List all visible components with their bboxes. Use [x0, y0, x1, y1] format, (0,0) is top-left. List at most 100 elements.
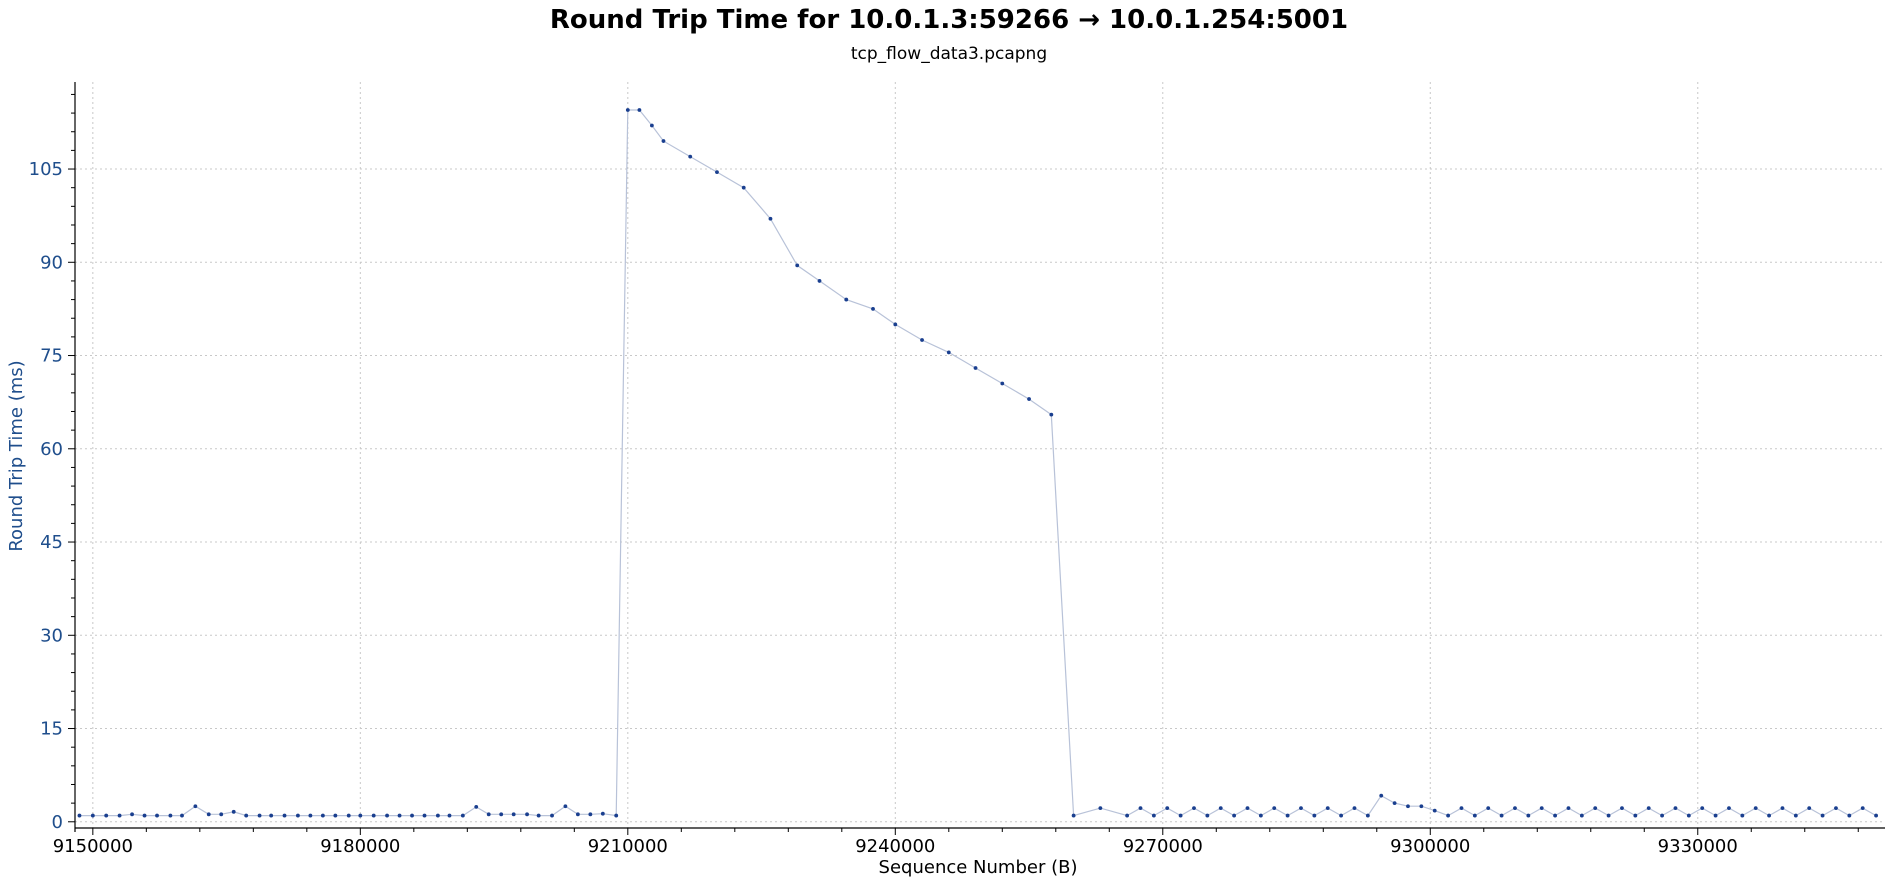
data-point	[1713, 813, 1718, 818]
data-point	[536, 813, 541, 818]
data-point	[1258, 813, 1263, 818]
data-point	[219, 812, 224, 817]
data-point	[1860, 806, 1865, 811]
data-point	[257, 813, 262, 818]
x-tick-label: 9180000	[320, 836, 400, 857]
data-point	[1151, 813, 1156, 818]
data-point	[893, 322, 898, 327]
data-point	[649, 123, 654, 128]
data-point	[460, 813, 465, 818]
data-point	[1312, 813, 1317, 818]
data-point	[741, 185, 746, 190]
data-point	[1606, 813, 1611, 818]
data-point	[588, 812, 593, 817]
data-point	[1686, 813, 1691, 818]
data-point	[385, 813, 389, 818]
data-point	[435, 813, 440, 818]
grid-lines	[75, 82, 1885, 828]
data-point	[1847, 813, 1852, 818]
data-point	[1459, 806, 1464, 811]
data-point	[1874, 813, 1878, 818]
data-point	[1049, 412, 1054, 417]
data-point	[1579, 813, 1584, 818]
y-tick-label: 75	[40, 346, 63, 367]
data-point	[244, 813, 249, 818]
data-point	[1486, 806, 1491, 811]
y-tick-label: 45	[40, 532, 63, 553]
data-point	[688, 154, 693, 159]
data-point	[715, 170, 719, 175]
data-point	[333, 813, 338, 818]
data-point	[358, 813, 363, 818]
y-tick-label: 0	[52, 812, 63, 833]
y-tick-label: 105	[29, 159, 63, 180]
data-point	[1633, 813, 1638, 818]
data-point	[486, 812, 491, 817]
data-point	[1834, 806, 1838, 811]
x-tick-label: 9150000	[53, 836, 133, 857]
data-point	[168, 813, 173, 818]
data-point	[296, 813, 300, 818]
data-point	[1285, 813, 1290, 818]
data-point	[1820, 813, 1825, 818]
data-point	[1673, 806, 1678, 811]
data-point	[1740, 813, 1745, 818]
data-point	[1620, 806, 1624, 811]
data-point	[920, 338, 924, 342]
data-point	[1218, 806, 1223, 811]
x-tick-label: 9300000	[1390, 836, 1470, 857]
data-point	[1660, 813, 1664, 818]
data-point	[371, 813, 376, 818]
x-tick-label: 9210000	[588, 836, 668, 857]
data-point	[1553, 813, 1557, 818]
data-point	[1098, 806, 1103, 811]
data-point	[422, 813, 427, 818]
data-point	[231, 809, 236, 814]
data-point	[1700, 806, 1705, 811]
data-point	[104, 813, 109, 818]
data-point	[1165, 806, 1170, 811]
data-point	[499, 812, 504, 817]
data-point	[661, 139, 666, 143]
data-point	[1178, 813, 1183, 818]
data-point	[1406, 804, 1410, 809]
data-point	[817, 279, 822, 283]
data-point	[1138, 806, 1143, 811]
data-point	[973, 366, 978, 370]
series-rtt	[77, 108, 1878, 818]
series-line	[79, 109, 1877, 817]
x-tick-label: 9240000	[855, 836, 935, 857]
data-point	[90, 813, 95, 818]
y-tick-label: 30	[40, 625, 63, 646]
x-axis-label: Sequence Number (B)	[879, 857, 1078, 878]
data-point	[1566, 806, 1571, 811]
chart-subtitle: tcp_flow_data3.pcapng	[851, 44, 1047, 64]
data-point	[614, 813, 619, 818]
y-tick-label: 60	[40, 439, 63, 460]
data-point	[397, 813, 402, 818]
data-point	[511, 812, 516, 817]
data-point	[1539, 806, 1544, 811]
axes	[68, 82, 1885, 835]
data-point	[1071, 813, 1076, 818]
data-point	[1419, 804, 1424, 809]
data-point	[1365, 813, 1370, 818]
data-point	[1499, 813, 1504, 818]
data-point	[1245, 806, 1250, 811]
data-point	[1446, 813, 1451, 818]
data-point	[130, 812, 134, 817]
data-point	[1299, 806, 1303, 811]
data-point	[550, 813, 554, 818]
data-point	[320, 813, 325, 818]
chart-title: Round Trip Time for 10.0.1.3:59266 → 10.…	[550, 5, 1348, 35]
data-point	[625, 108, 630, 112]
data-point	[637, 108, 642, 112]
data-point	[410, 813, 414, 818]
data-point	[117, 813, 122, 818]
data-point	[77, 813, 82, 818]
data-point	[1767, 813, 1771, 818]
data-point	[282, 813, 287, 818]
tick-labels: 0 15 30 45 60 75 90 105 9150000 9180000 9210000 924…	[29, 159, 1738, 857]
